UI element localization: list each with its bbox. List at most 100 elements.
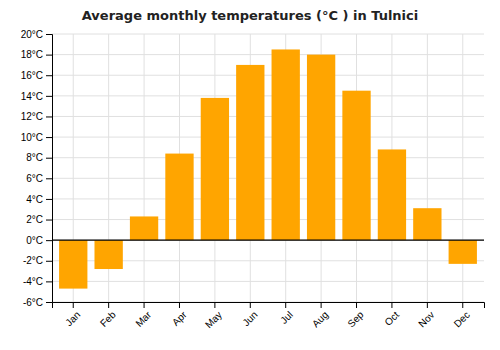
- tick-mark: [46, 220, 52, 221]
- tick: 10°C: [21, 132, 52, 143]
- bar: [236, 65, 264, 240]
- tick-mark: [46, 75, 52, 76]
- tick: 14°C: [21, 91, 52, 102]
- tick-label: 6°C: [26, 173, 43, 184]
- tick-label: Dec: [452, 309, 472, 329]
- tick-label: 0°C: [26, 235, 43, 246]
- tick: -4°C: [23, 276, 52, 287]
- tick-mark: [108, 302, 109, 308]
- grid-line: [144, 34, 145, 302]
- tick: Aug: [310, 302, 330, 329]
- tick-mark: [285, 302, 286, 308]
- tick-label: 2°C: [26, 214, 43, 225]
- tick: -6°C: [23, 297, 52, 308]
- zero-line: [52, 240, 484, 241]
- chart: Average monthly temperatures (°C ) in Tu…: [0, 0, 500, 350]
- bar: [449, 240, 477, 264]
- tick-label: Oct: [382, 309, 401, 328]
- chart-container: Average monthly temperatures (°C ) in Tu…: [0, 0, 500, 350]
- tick-label: Jun: [240, 309, 259, 328]
- tick-mark: [462, 302, 463, 308]
- tick-mark: [144, 302, 145, 308]
- bar: [272, 49, 300, 240]
- tick: Mar: [133, 302, 153, 329]
- tick: Apr: [170, 302, 189, 328]
- x-axis: JanFebMarAprMayJunJulAugSepOctNovDec: [53, 302, 485, 330]
- tick-mark: [179, 302, 180, 308]
- grid-line: [52, 34, 484, 35]
- tick: Sep: [345, 302, 366, 329]
- tick-label: -6°C: [23, 297, 43, 308]
- tick-label: 12°C: [21, 111, 43, 122]
- title: Average monthly temperatures (°C ) in Tu…: [82, 8, 418, 23]
- bar: [59, 240, 87, 288]
- tick: 20°C: [21, 29, 52, 40]
- tick-label: 20°C: [21, 29, 43, 40]
- tick: 12°C: [21, 111, 52, 122]
- tick-mark: [46, 34, 52, 35]
- tick-label: 10°C: [21, 132, 43, 143]
- tick-mark: [46, 96, 52, 97]
- bar: [307, 55, 335, 241]
- grid-line: [52, 178, 484, 179]
- bar: [378, 149, 406, 240]
- tick: May: [203, 302, 224, 330]
- tick: -2°C: [23, 255, 52, 266]
- tick-label: Sep: [345, 309, 366, 330]
- tick-mark: [46, 281, 52, 282]
- grid-line: [52, 54, 484, 55]
- tick: Dec: [452, 302, 472, 329]
- tick-mark: [46, 137, 52, 138]
- plot: -6°C -4°C -2°C 0°C 2°C 4°C 6°C 8°C 10°C 12°C 14°C 1…: [21, 29, 485, 331]
- grid-line: [52, 95, 484, 96]
- grid-line: [427, 34, 428, 302]
- tick-label: 8°C: [26, 152, 43, 163]
- tick-mark: [427, 302, 428, 308]
- tick-mark: [321, 302, 322, 308]
- tick: Jun: [240, 302, 259, 328]
- tick-mark: [46, 158, 52, 159]
- grid-line: [52, 116, 484, 117]
- bar: [94, 240, 122, 269]
- tick-label: Jul: [278, 309, 295, 326]
- tick-label: 14°C: [21, 91, 43, 102]
- tick-mark: [46, 240, 52, 241]
- tick-label: 16°C: [21, 70, 43, 81]
- axis-line: [46, 35, 53, 303]
- tick-mark: [46, 55, 52, 56]
- tick-mark: [391, 302, 392, 308]
- tick-label: Mar: [133, 309, 153, 329]
- tick: Feb: [98, 302, 118, 329]
- tick-mark: [214, 302, 215, 308]
- tick: 4°C: [26, 194, 52, 205]
- tick-mark: [46, 199, 52, 200]
- tick-mark: [46, 261, 52, 262]
- tick: 18°C: [21, 49, 52, 60]
- tick: 6°C: [26, 173, 52, 184]
- tick-label: Jan: [63, 309, 82, 328]
- tick: 2°C: [26, 214, 52, 225]
- tick-label: Aug: [310, 309, 330, 329]
- grid: [52, 34, 484, 302]
- tick-mark: [46, 178, 52, 179]
- axis-line: [53, 303, 485, 309]
- grid-line: [52, 157, 484, 158]
- marks: [52, 49, 484, 288]
- tick-label: May: [203, 309, 224, 330]
- bar: [413, 208, 441, 240]
- grid-line: [52, 198, 484, 199]
- tick: Oct: [382, 302, 401, 328]
- grid-line: [52, 75, 484, 76]
- tick: Jan: [63, 302, 82, 328]
- tick-label: Apr: [170, 309, 189, 328]
- bar: [201, 98, 229, 240]
- tick-label: -2°C: [23, 255, 43, 266]
- tick-label: 4°C: [26, 194, 43, 205]
- tick-mark: [250, 302, 251, 308]
- grid-line: [52, 137, 484, 138]
- tick: Jul: [278, 302, 295, 326]
- grid-line: [52, 240, 484, 241]
- tick-mark: [356, 302, 357, 308]
- tick: 16°C: [21, 70, 52, 81]
- tick-mark: [46, 302, 52, 303]
